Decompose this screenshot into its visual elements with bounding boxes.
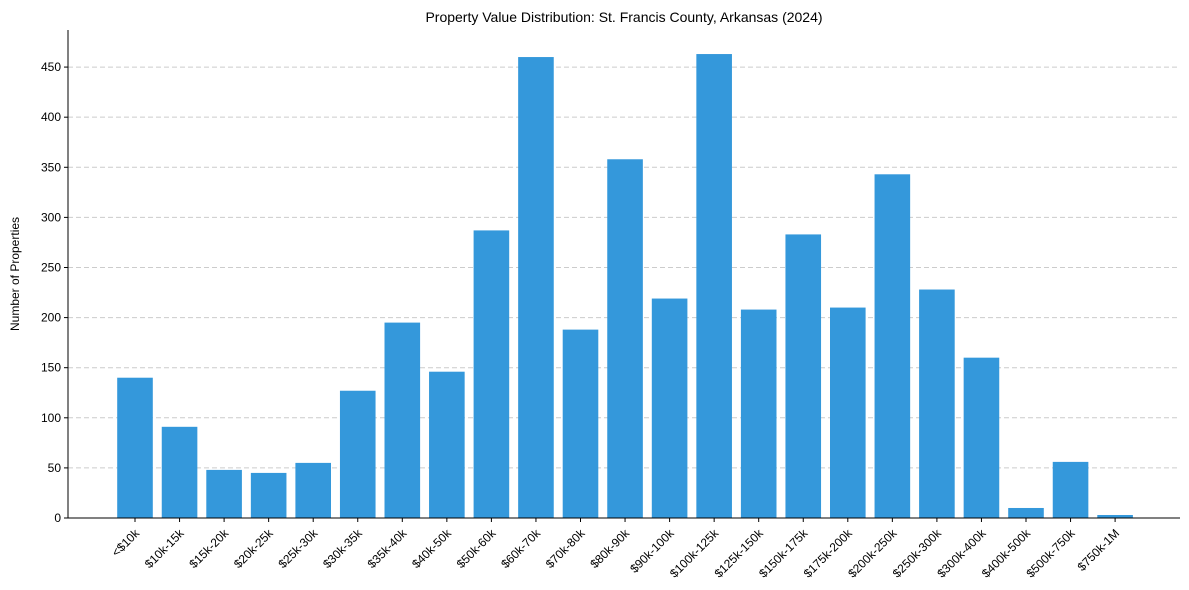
bar [785,234,822,518]
bar [696,54,732,518]
x-tick-label: $40k-50k [409,526,455,572]
bar [562,329,599,518]
y-tick-label: 450 [41,60,61,74]
axes [64,30,1180,522]
y-tick-label: 350 [41,160,61,174]
bar [250,472,287,518]
bar [206,469,242,518]
bar [1008,507,1044,518]
x-tick-label: $10k-15k [142,526,188,572]
bar [429,371,465,518]
bar [384,322,421,518]
y-tick-label: 250 [41,260,61,274]
bar [740,309,777,518]
bar [1052,461,1089,518]
x-tick-label: $35k-40k [365,526,411,572]
bar [473,230,510,518]
x-tick-label: $25k-30k [276,526,322,572]
bar [830,307,866,518]
x-tick-label: $20k-25k [231,526,277,572]
y-axis-label: Number of Properties [8,217,22,331]
y-tick-label: 200 [41,311,61,325]
chart-title: Property Value Distribution: St. Francis… [425,9,822,25]
x-tick-label: $70k-80k [543,526,589,572]
y-tick-label: 0 [54,511,61,525]
x-tick-label: $30k-35k [320,526,366,572]
bars [117,54,1133,518]
bar [1097,514,1133,518]
y-tick-label: 150 [41,361,61,375]
x-tick-label: <$10k [109,526,143,560]
x-tick-label: $80k-90k [587,526,633,572]
bar [518,57,554,518]
y-tick-label: 100 [41,411,61,425]
y-tick-label: 50 [48,461,62,475]
x-tick-label: $50k-60k [454,526,500,572]
y-tick-label: 400 [41,110,61,124]
bar [874,174,911,518]
x-tick-label: $60k-70k [498,526,544,572]
bar [963,357,1000,518]
bar [295,462,331,518]
bar [161,426,198,518]
bar [117,377,153,518]
bar [919,289,955,518]
x-tick-label: $500k-750k [1023,526,1078,581]
bar [339,390,376,518]
x-tick-label: $750k-1M [1075,526,1123,574]
x-tick-label: $15k-20k [186,526,232,572]
bar [607,159,643,518]
y-tick-label: 300 [41,210,61,224]
bar [651,298,688,518]
